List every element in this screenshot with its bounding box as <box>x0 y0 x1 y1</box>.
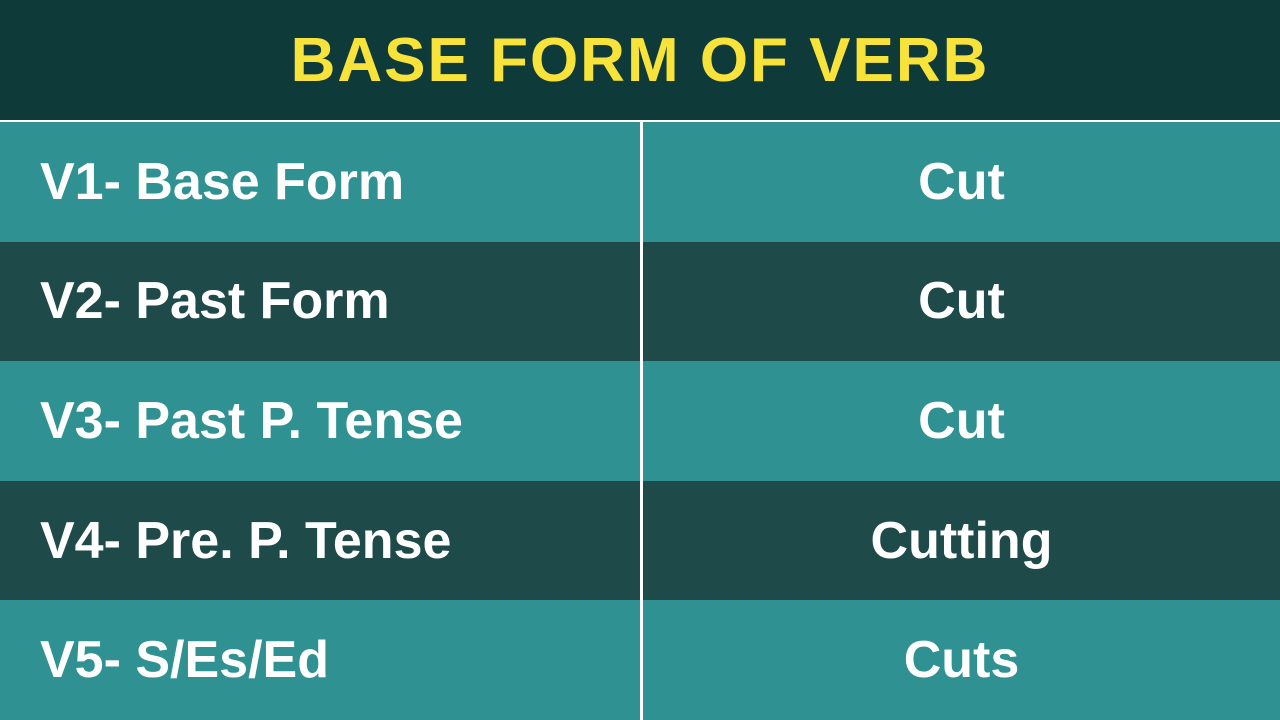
form-value: Cut <box>640 242 1280 362</box>
form-label: V3- Past P. Tense <box>0 361 640 481</box>
table-row: V3- Past P. Tense Cut <box>0 361 1280 481</box>
form-label: V4- Pre. P. Tense <box>0 481 640 601</box>
verb-form-table: BASE FORM OF VERB V1- Base Form Cut V2- … <box>0 0 1280 720</box>
form-value: Cutting <box>640 481 1280 601</box>
table-body: V1- Base Form Cut V2- Past Form Cut V3- … <box>0 120 1280 720</box>
table-header: BASE FORM OF VERB <box>0 0 1280 120</box>
form-label: V5- S/Es/Ed <box>0 600 640 720</box>
form-value: Cut <box>640 122 1280 242</box>
table-row: V2- Past Form Cut <box>0 242 1280 362</box>
table-row: V5- S/Es/Ed Cuts <box>0 600 1280 720</box>
form-label: V1- Base Form <box>0 122 640 242</box>
header-title: BASE FORM OF VERB <box>291 25 990 96</box>
form-label: V2- Past Form <box>0 242 640 362</box>
form-value: Cuts <box>640 600 1280 720</box>
table-row: V1- Base Form Cut <box>0 122 1280 242</box>
table-row: V4- Pre. P. Tense Cutting <box>0 481 1280 601</box>
form-value: Cut <box>640 361 1280 481</box>
